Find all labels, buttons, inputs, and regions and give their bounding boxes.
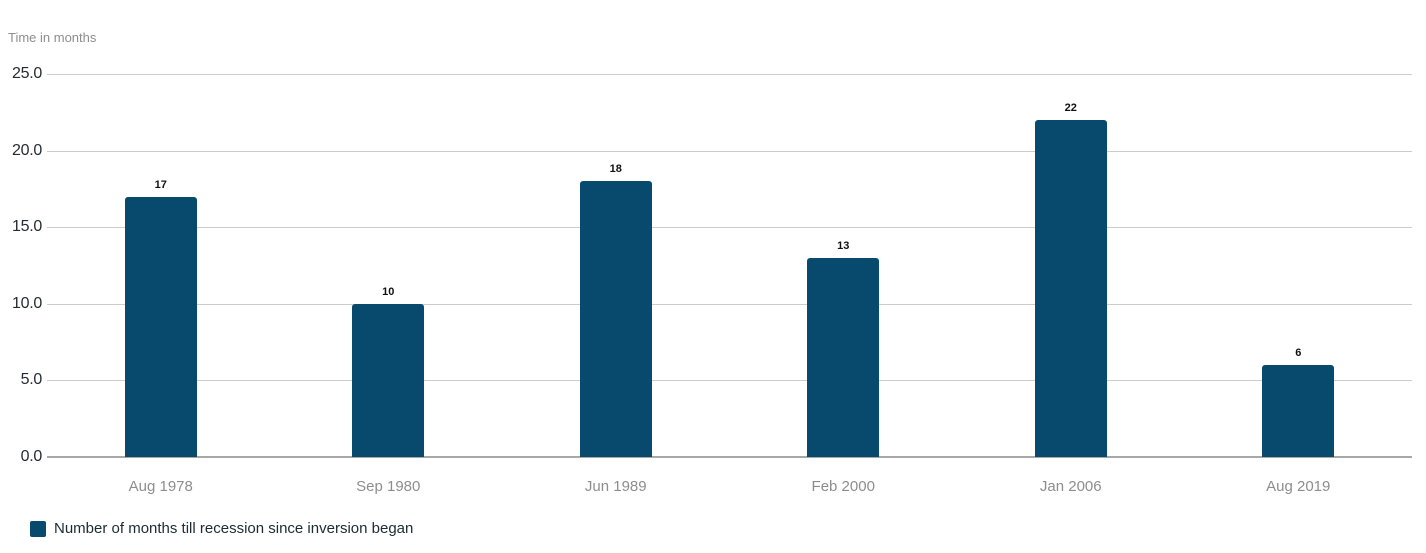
bar bbox=[124, 196, 197, 457]
bar-group: 10 bbox=[275, 74, 503, 457]
x-axis-label: Aug 2019 bbox=[1266, 478, 1331, 495]
bar-value-label: 10 bbox=[382, 285, 395, 298]
bar bbox=[1034, 119, 1107, 457]
bar-group: 17 bbox=[47, 74, 275, 457]
y-tick-label: 10.0 bbox=[12, 294, 42, 312]
bar-value-label: 17 bbox=[154, 178, 167, 191]
x-axis-label: Jun 1989 bbox=[584, 478, 647, 495]
gridline bbox=[47, 150, 1412, 152]
legend: Number of months till recession since in… bbox=[30, 520, 413, 537]
bar-value-label: 22 bbox=[1064, 101, 1077, 114]
y-tick-label: 25.0 bbox=[12, 65, 42, 82]
y-tick-label: 0.0 bbox=[20, 448, 43, 465]
x-axis-label: Jan 2006 bbox=[1039, 478, 1102, 495]
gridline bbox=[47, 227, 1412, 229]
bar-value-label: 6 bbox=[1295, 347, 1302, 360]
x-axis-labels: Aug 1978 Sep 1980 Jun 1989 Feb 2000 Jan 2006… bbox=[47, 478, 1412, 495]
x-axis-baseline bbox=[47, 456, 1412, 458]
bar-group: 13 bbox=[730, 74, 958, 457]
y-axis-ticks: 25.0 20.0 15.0 10.0 5.0 0.0 bbox=[0, 66, 43, 465]
gridline bbox=[47, 380, 1412, 382]
bar bbox=[352, 303, 425, 457]
gridline bbox=[47, 303, 1412, 305]
bar bbox=[579, 181, 652, 457]
bar-group: 22 bbox=[957, 74, 1185, 457]
x-axis-label: Sep 1980 bbox=[356, 478, 421, 495]
bar bbox=[807, 257, 880, 457]
legend-label: Number of months till recession since in… bbox=[54, 520, 414, 537]
x-axis-label: Feb 2000 bbox=[811, 478, 875, 495]
bar bbox=[1262, 365, 1335, 457]
plot-area: 25.0 20.0 15.0 10.0 5.0 0.0 17 10 18 13 22 6 bbox=[0, 66, 1426, 465]
bar-group: 6 bbox=[1185, 74, 1413, 457]
bar-value-label: 13 bbox=[837, 239, 850, 252]
legend-swatch-icon bbox=[30, 520, 46, 537]
bars-container: 17 10 18 13 22 6 bbox=[47, 74, 1412, 457]
gridline bbox=[47, 74, 1412, 75]
bar-value-label: 18 bbox=[609, 163, 622, 176]
gridlines bbox=[47, 74, 1412, 458]
y-tick-label: 20.0 bbox=[12, 141, 42, 159]
y-axis-title: Time in months bbox=[8, 30, 97, 45]
y-tick-label: 5.0 bbox=[20, 371, 43, 389]
bar-group: 18 bbox=[502, 74, 730, 457]
y-tick-label: 15.0 bbox=[12, 218, 42, 236]
x-axis-label: Aug 1978 bbox=[128, 478, 193, 495]
